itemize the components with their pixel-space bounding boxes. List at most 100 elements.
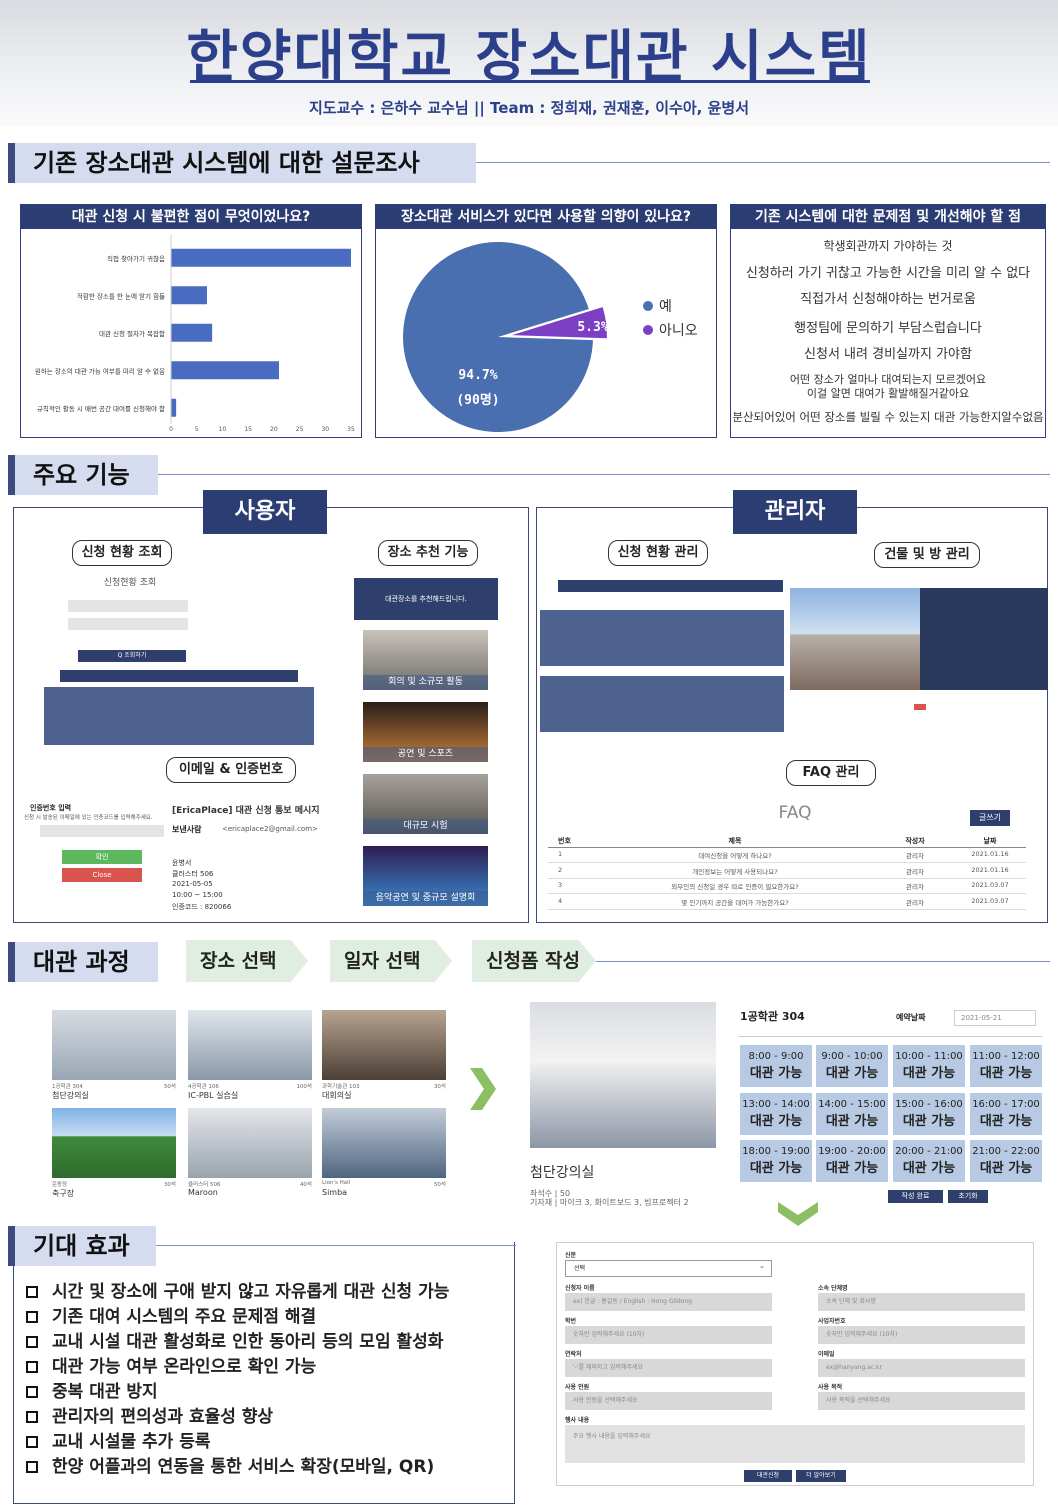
- delete-room-button[interactable]: [914, 704, 926, 710]
- room-name[interactable]: Simba: [322, 1188, 348, 1197]
- section-divider: [596, 961, 1050, 962]
- lookup-button[interactable]: Q 조회하기: [78, 650, 186, 662]
- time-slot[interactable]: 20:00 - 21:00 대관 가능: [893, 1140, 965, 1182]
- time-slot-status: 대관 가능: [825, 1066, 879, 1081]
- bar-tick-label: 25: [296, 426, 304, 433]
- event-content-textarea[interactable]: 주요 행사 내용을 입력해주세요: [565, 1425, 1025, 1463]
- room-code: 4공학관 106: [188, 1084, 219, 1090]
- schedule-reset-button[interactable]: 초기화: [948, 1190, 988, 1203]
- schedule-done-button[interactable]: 작성 완료: [888, 1190, 943, 1203]
- step-form: 신청폼 작성: [472, 940, 596, 982]
- organization-input[interactable]: 소속 단체 및 회사명: [818, 1293, 1025, 1311]
- effect-item: 교내 시설물 추가 등록: [26, 1430, 512, 1455]
- faq-write-button[interactable]: 글쓰기: [970, 810, 1010, 826]
- reserve-date-input[interactable]: 2021-05-21: [954, 1010, 1036, 1026]
- time-slot[interactable]: 11:00 - 12:00 대관 가능: [970, 1045, 1042, 1087]
- room-name[interactable]: 축구장: [52, 1189, 75, 1198]
- people-select[interactable]: 사용 인원을 선택해주세요: [565, 1392, 772, 1410]
- lookup-name-input[interactable]: [68, 600, 188, 612]
- checkbox-icon: [26, 1286, 38, 1298]
- room-photo[interactable]: [188, 1108, 312, 1178]
- recommend-caption[interactable]: 대규모 시험: [363, 819, 488, 834]
- learn-more-button[interactable]: 더 알아보기: [796, 1470, 846, 1482]
- page-title: 한양대학교 장소대관 시스템: [186, 25, 872, 90]
- effect-item: 시간 및 장소에 구애 받지 않고 자유롭게 대관 신청 가능: [26, 1280, 512, 1305]
- time-slot-time: 8:00 - 9:00: [748, 1051, 804, 1062]
- time-slot-status: 대관 가능: [902, 1066, 956, 1081]
- applicant-name-input[interactable]: ex) 한글 : 홍길동 / English : Hong Gildong: [565, 1293, 772, 1311]
- room-name[interactable]: IC-PBL 실습실: [188, 1091, 239, 1100]
- room-photo[interactable]: [52, 1010, 176, 1080]
- time-slot[interactable]: 18:00 - 19:00 대관 가능: [740, 1140, 812, 1182]
- pie-slice-yes: [403, 241, 593, 432]
- auth-confirm-button[interactable]: 확인: [62, 850, 142, 864]
- room-name[interactable]: 첨단강의실: [52, 1091, 89, 1100]
- identity-select[interactable]: 선택: [565, 1260, 772, 1277]
- opinions-list: 학생회관까지 가야하는 것 신청하러 가기 귀찮고 가능한 시간을 미리 알 수 …: [731, 229, 1045, 435]
- time-slot[interactable]: 14:00 - 15:00 대관 가능: [816, 1093, 888, 1135]
- survey-bar-chart-box: 대관 신청 시 불편한 점이 무엇이었나요? 직접 찾아가기 귀찮음 적합한 장소…: [20, 204, 362, 438]
- section-features-title: 주요 기능: [8, 455, 158, 495]
- form-field-label: 연락처: [565, 1351, 582, 1358]
- time-slot[interactable]: 10:00 - 11:00 대관 가능: [893, 1045, 965, 1087]
- room-photo[interactable]: [322, 1010, 446, 1080]
- schedule-divider: [738, 1036, 1042, 1037]
- room-capacity: 100석: [296, 1084, 312, 1090]
- faq-cell: 4: [558, 896, 563, 905]
- form-field-label: 이메일: [818, 1351, 835, 1358]
- phone-input[interactable]: '-'를 제외하고 입력해주세요: [565, 1359, 772, 1377]
- room-capacity: 40석: [299, 1182, 312, 1188]
- recommend-caption[interactable]: 회의 및 소규모 활동: [363, 675, 488, 690]
- submit-application-button[interactable]: 대관신청: [744, 1470, 792, 1482]
- opinion-item: 직접가서 신청해야하는 번거로움: [800, 292, 976, 307]
- reserve-date-label: 예약날짜: [896, 1013, 926, 1022]
- time-slot[interactable]: 19:00 - 20:00 대관 가능: [816, 1140, 888, 1182]
- time-slot[interactable]: 21:00 - 22:00 대관 가능: [970, 1140, 1042, 1182]
- room-name[interactable]: Maroon: [188, 1188, 218, 1197]
- recommend-caption[interactable]: 공연 및 스포츠: [363, 747, 488, 762]
- survey-pie-chart-box: 장소대관 서비스가 있다면 사용할 의향이 있나요? 5.3% 94.7% (90명…: [375, 204, 717, 438]
- effect-text: 중복 대관 방지: [52, 1382, 158, 1402]
- faq-row-title[interactable]: 대여신청을 어떻게 하나요?: [698, 852, 772, 860]
- faq-row-title[interactable]: 몇 인기까지 공간을 대여가 가능한가요?: [681, 898, 789, 907]
- faq-row-title[interactable]: 외부인의 신청일 경우 따로 인증이 필요한가요?: [671, 883, 799, 891]
- room-capacity: 50석: [433, 1182, 446, 1188]
- chevron-down-icon: [778, 1202, 818, 1226]
- form-field-label: 소속 단체명: [818, 1285, 848, 1292]
- time-slot-time: 16:00 - 17:00: [972, 1099, 1040, 1110]
- legend-label: 아니오: [659, 323, 698, 339]
- recommend-caption[interactable]: 음악공연 및 중규모 설명회: [363, 891, 488, 906]
- lookup-code-input[interactable]: [68, 618, 188, 630]
- student-id-input[interactable]: 숫자만 입력해주세요 (10자): [565, 1326, 772, 1344]
- bar: [171, 286, 207, 305]
- opinion-item: 행정팀에 문의하기 부담스럽습니다: [794, 321, 982, 336]
- time-slot[interactable]: 13:00 - 14:00 대관 가능: [740, 1093, 812, 1135]
- auth-close-button[interactable]: Close: [62, 868, 142, 882]
- room-photo[interactable]: [188, 1010, 312, 1080]
- purpose-select[interactable]: 사용 목적을 선택해주세요: [818, 1392, 1025, 1410]
- pill-manage-faq: FAQ 관리: [786, 760, 876, 786]
- email-subject: [EricaPlace] 대관 신청 통보 메시지: [172, 806, 320, 816]
- time-slot[interactable]: 16:00 - 17:00 대관 가능: [970, 1093, 1042, 1135]
- room-name[interactable]: 대회의실: [322, 1091, 352, 1100]
- bar-tick-label: 5: [195, 426, 199, 433]
- faq-row-title[interactable]: 개인정보는 어떻게 사용되나요?: [692, 867, 778, 876]
- room-photo[interactable]: [322, 1108, 446, 1178]
- room-photo[interactable]: [52, 1108, 176, 1178]
- bar-category-label: 규칙적인 활동 시 매번 공간 대여를 신청해야 함: [37, 404, 165, 413]
- title-underline: [190, 80, 870, 83]
- admin-requests-table-1: [540, 610, 784, 666]
- selected-room-photo: [530, 1002, 716, 1148]
- auth-code-input[interactable]: [40, 825, 164, 837]
- effect-item: 중복 대관 방지: [26, 1380, 512, 1405]
- form-field-label: 행사 내용: [565, 1417, 590, 1424]
- business-number-input[interactable]: 숫자만 입력해주세요 (10자): [818, 1326, 1025, 1344]
- time-slot[interactable]: 15:00 - 16:00 대관 가능: [893, 1093, 965, 1135]
- faq-cell: 2021.01.16: [971, 865, 1009, 874]
- time-slot[interactable]: 9:00 - 10:00 대관 가능: [816, 1045, 888, 1087]
- faq-cell: 관리자: [906, 852, 924, 860]
- time-slot-status: 대관 가능: [749, 1114, 803, 1129]
- effect-text: 교내 시설물 추가 등록: [52, 1432, 211, 1452]
- time-slot[interactable]: 8:00 - 9:00 대관 가능: [740, 1045, 812, 1087]
- email-input[interactable]: ex@hanyang.ac.kr: [818, 1359, 1025, 1377]
